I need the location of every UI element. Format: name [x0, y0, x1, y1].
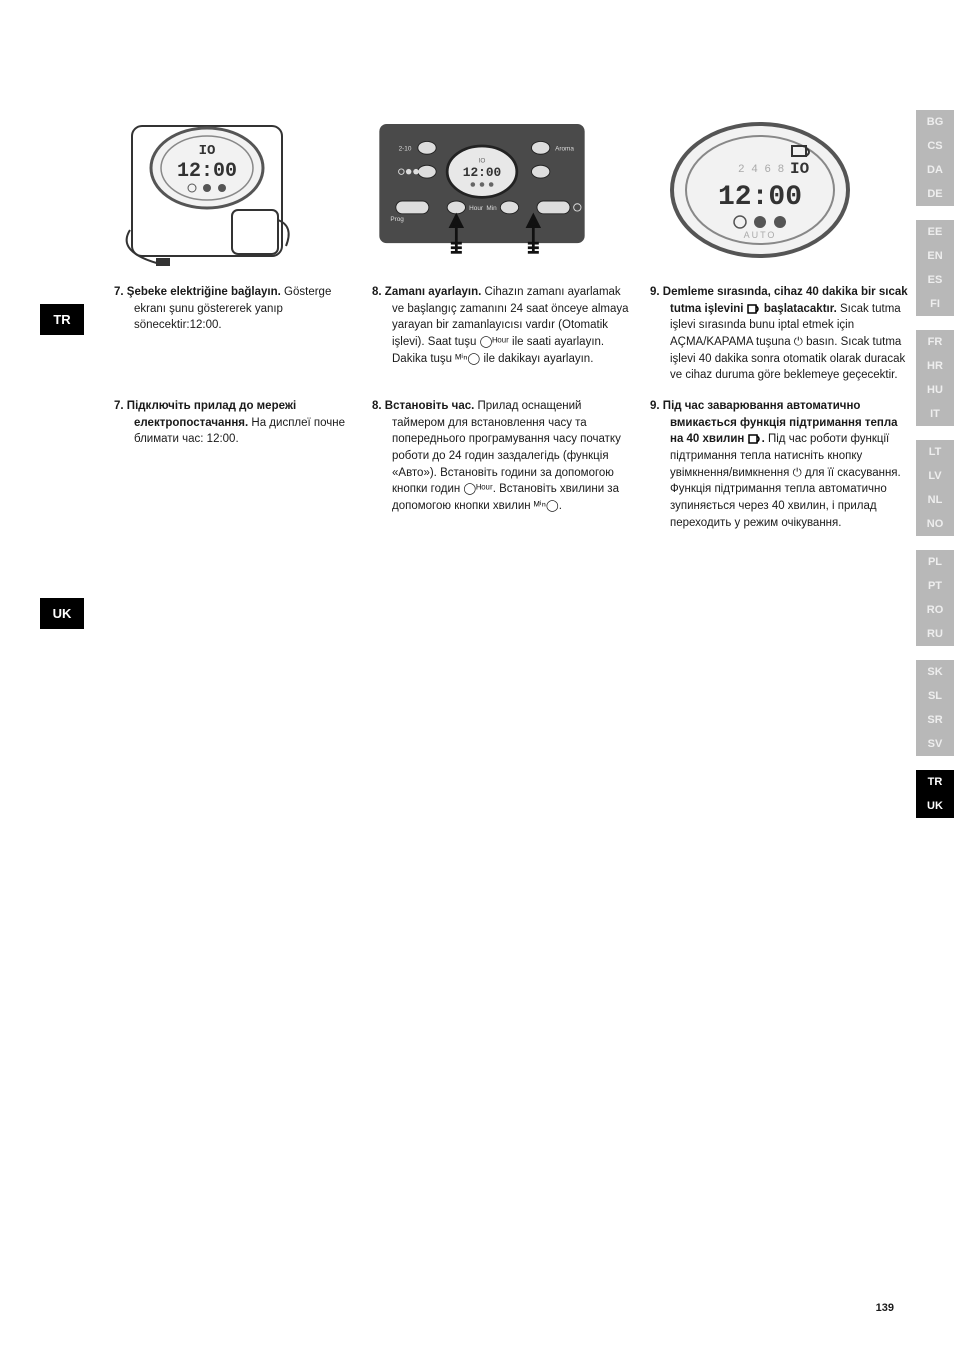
step-number: 8.: [372, 400, 382, 412]
lang-badge-tr-wrap: TR: [40, 284, 96, 335]
lang-badge-uk-wrap: UK: [40, 398, 96, 629]
svg-text:IO: IO: [479, 158, 486, 165]
step-lead: Zamanı ayarlayın.: [385, 286, 482, 298]
svg-text:Min: Min: [486, 205, 497, 212]
lang-item: NO: [916, 512, 954, 536]
lang-item: FI: [916, 292, 954, 316]
svg-text:Aroma: Aroma: [555, 146, 574, 153]
lang-item: EN: [916, 244, 954, 268]
lang-item: SR: [916, 708, 954, 732]
lang-item: BG: [916, 110, 954, 134]
step-body: Прилад оснащений таймером для встановлен…: [392, 400, 621, 512]
lang-group: LT LV NL NO: [916, 440, 954, 536]
svg-text:Prog: Prog: [390, 216, 404, 223]
cup-icon: [747, 303, 761, 315]
tr-step-9: 9. Demleme sırasında, cihaz 40 dakika bi…: [650, 284, 910, 384]
lang-item: LT: [916, 440, 954, 464]
lang-item: LV: [916, 464, 954, 488]
svg-text:12:00: 12:00: [463, 165, 502, 180]
illustration-3: 2 4 6 8 IO 12:00 AUTO: [650, 110, 910, 270]
lang-badge-tr: TR: [40, 304, 84, 335]
svg-text:IO: IO: [790, 160, 810, 178]
lang-item: PT: [916, 574, 954, 598]
lang-item: NL: [916, 488, 954, 512]
uk-step-7: 7. Підключіть прилад до мережі електропо…: [114, 398, 354, 448]
step-number: 7.: [114, 286, 124, 298]
svg-text:12:00: 12:00: [177, 160, 237, 183]
lang-item: HR: [916, 354, 954, 378]
svg-text:2 4 6 8: 2 4 6 8: [738, 164, 784, 176]
step-body: Під час роботи функції підтримання тепла…: [670, 433, 901, 528]
uk-step-8: 8. Встановіть час. Прилад оснащений тайм…: [372, 398, 632, 515]
lang-item: SK: [916, 660, 954, 684]
svg-text:AUTO: AUTO: [744, 230, 777, 240]
lang-item: RO: [916, 598, 954, 622]
uk-step-9: 9. Під час заварювання автоматично вмика…: [650, 398, 910, 531]
step-number: 8.: [372, 286, 382, 298]
lang-item: DE: [916, 182, 954, 206]
lang-badge-uk: UK: [40, 598, 84, 629]
step-number: 7.: [114, 400, 124, 412]
language-strip: BG CS DA DE EE EN ES FI FR HR HU IT LT L…: [916, 110, 954, 832]
lang-item: UK: [916, 794, 954, 818]
lang-item: TR: [916, 770, 954, 794]
lang-item: CS: [916, 134, 954, 158]
lang-group: BG CS DA DE: [916, 110, 954, 206]
lang-group: SK SL SR SV: [916, 660, 954, 756]
tr-step-7: 7. Şebeke elektriğine bağlayın. Gösterge…: [114, 284, 354, 334]
page: IO 12:00: [0, 0, 954, 1354]
lang-item: PL: [916, 550, 954, 574]
step-lead: Встановіть час.: [385, 400, 475, 412]
lang-item: ES: [916, 268, 954, 292]
step-lead-2: başlatacaktır.: [761, 303, 837, 315]
page-number: 139: [876, 1302, 894, 1314]
svg-text:12:00: 12:00: [718, 182, 802, 213]
lang-item: SL: [916, 684, 954, 708]
lang-item: RU: [916, 622, 954, 646]
lang-group: FR HR HU IT: [916, 330, 954, 426]
step-number: 9.: [650, 400, 660, 412]
lang-group-active: TR UK: [916, 770, 954, 818]
cup-icon: [748, 433, 762, 445]
lang-item: DA: [916, 158, 954, 182]
lang-item: IT: [916, 402, 954, 426]
svg-text:2-10: 2-10: [399, 146, 412, 153]
columns-grid: IO 12:00: [40, 110, 910, 629]
illustration-2: 12:00 IO 2-10 Aroma Pr: [372, 110, 632, 270]
step-lead: Şebeke elektriğine bağlayın.: [127, 286, 281, 298]
lang-item: EE: [916, 220, 954, 244]
lang-group: EE EN ES FI: [916, 220, 954, 316]
step-number: 9.: [650, 286, 660, 298]
content-area: IO 12:00: [40, 110, 894, 629]
lang-item: FR: [916, 330, 954, 354]
svg-text:IO: IO: [199, 143, 216, 159]
lang-item: SV: [916, 732, 954, 756]
lang-group: PL PT RO RU: [916, 550, 954, 646]
svg-text:Hour: Hour: [469, 205, 484, 212]
illustration-1: IO 12:00: [114, 110, 354, 270]
tr-step-8: 8. Zamanı ayarlayın. Cihazın zamanı ayar…: [372, 284, 632, 367]
lang-item: HU: [916, 378, 954, 402]
